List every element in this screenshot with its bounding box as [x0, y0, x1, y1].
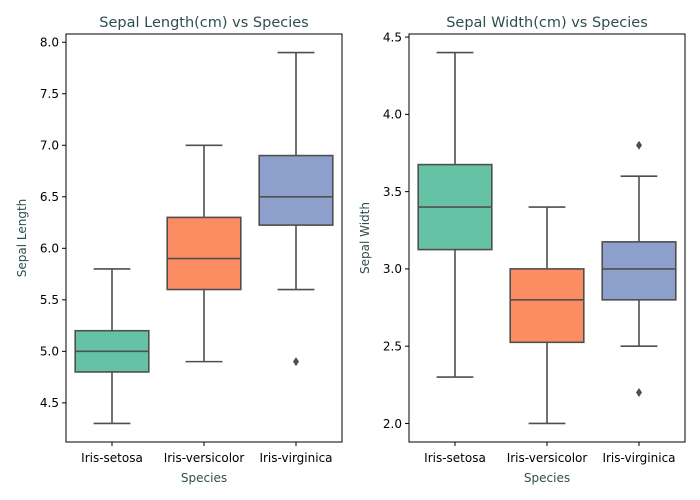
x-tick-label-0-0: Iris-setosa [81, 451, 143, 465]
y-tick-label-1-4: 4.0 [383, 108, 402, 122]
y-tick-label-1-3: 3.5 [383, 185, 402, 199]
box-0-1 [166, 216, 242, 291]
plot-frame-1 [408, 33, 686, 443]
x-tick-label-1-0: Iris-setosa [424, 451, 486, 465]
box-0-2 [258, 154, 334, 226]
y-tick-label-1-2: 3.0 [383, 262, 402, 276]
x-tick-label-0-2: Iris-virginica [259, 451, 332, 465]
x-axis-label-1: Species [524, 471, 570, 485]
y-tick-label-0-3: 6.0 [40, 242, 59, 256]
plot-frame-0 [65, 33, 343, 443]
y-axis-label-1: Sepal Width [358, 202, 372, 274]
outlier-point-0-2-0 [293, 357, 299, 367]
y-tick-label-1-0: 2.0 [383, 417, 402, 431]
y-tick-label-0-7: 8.0 [40, 36, 59, 50]
y-tick-label-0-0: 4.5 [40, 396, 59, 410]
y-tick-label-1-1: 2.5 [383, 339, 402, 353]
y-axis-label-0: Sepal Length [15, 199, 29, 278]
y-tick-label-1-5: 4.5 [383, 30, 402, 44]
box-1-1 [509, 268, 585, 344]
chart-title-0: Sepal Length(cm) vs Species [99, 15, 308, 31]
box-1-2 [601, 241, 677, 301]
y-tick-label-0-2: 5.5 [40, 293, 59, 307]
chart-title-1: Sepal Width(cm) vs Species [446, 15, 648, 31]
x-tick-label-1-1: Iris-versicolor [507, 451, 588, 465]
x-axis-label-0: Species [181, 471, 227, 485]
y-tick-label-0-5: 7.0 [40, 139, 59, 153]
x-tick-label-1-2: Iris-virginica [602, 451, 675, 465]
y-tick-label-0-4: 6.5 [40, 190, 59, 204]
y-tick-label-0-6: 7.5 [40, 87, 59, 101]
x-tick-label-0-1: Iris-versicolor [164, 451, 245, 465]
y-tick-label-0-1: 5.0 [40, 345, 59, 359]
outlier-point-1-2-0 [636, 388, 642, 398]
outlier-point-1-2-1 [636, 140, 642, 150]
